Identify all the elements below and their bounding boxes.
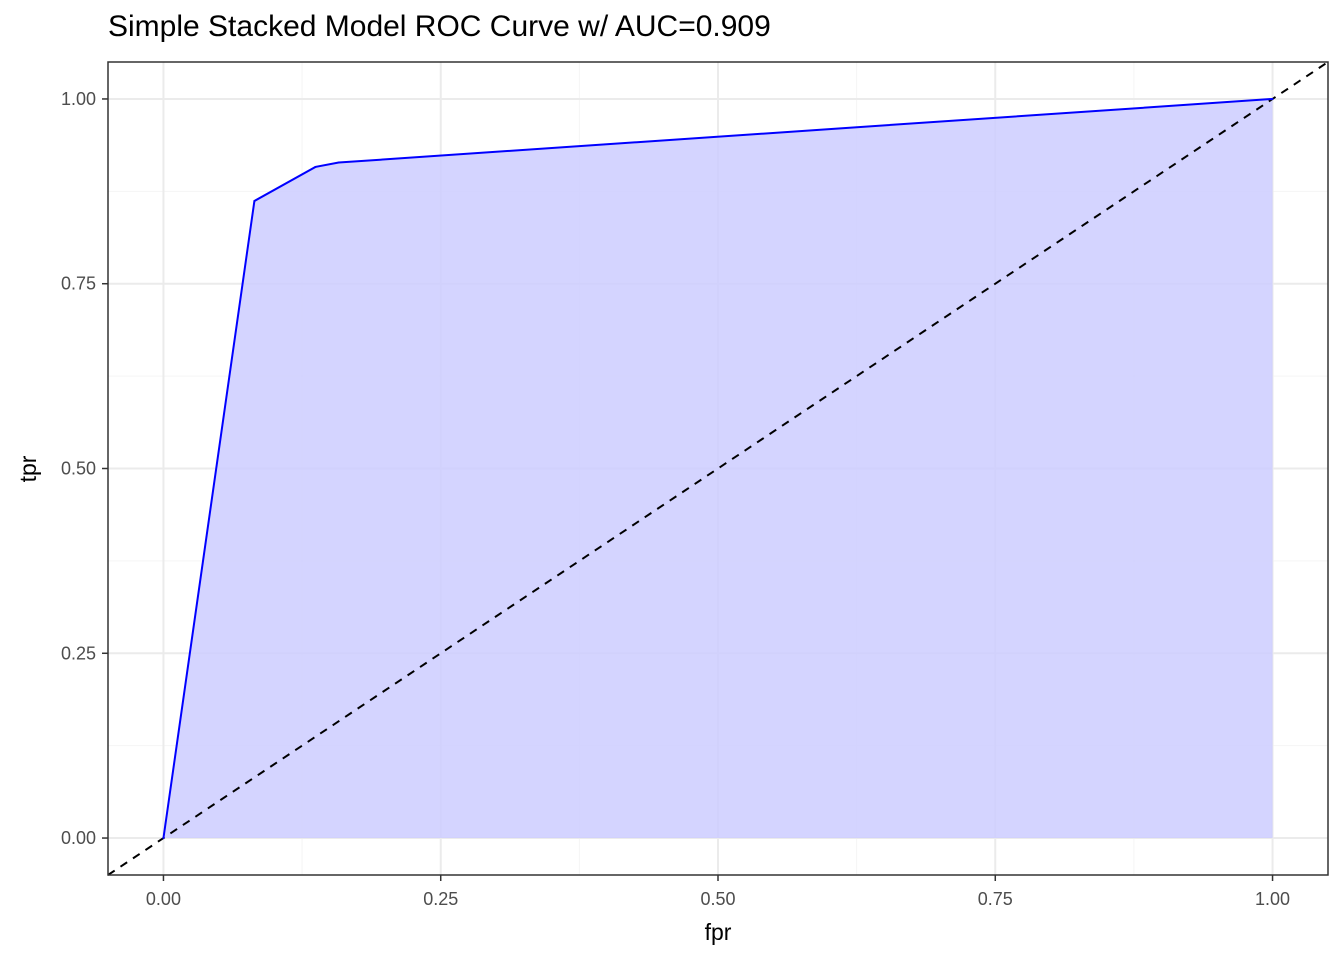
- x-tick-label: 0.25: [423, 889, 458, 909]
- roc-area-fill: [163, 98, 1273, 839]
- x-tick-label: 0.00: [146, 889, 181, 909]
- y-tick-label: 1.00: [61, 89, 96, 109]
- y-axis: 0.00 0.25 0.50 0.75 1.00: [61, 89, 108, 848]
- diagonal-reference-line: [107, 61, 1329, 876]
- x-axis-title: fpr: [705, 919, 732, 945]
- roc-point: [253, 199, 256, 202]
- y-tick-label: 0.00: [61, 828, 96, 848]
- x-tick-label: 1.00: [1255, 889, 1290, 909]
- chart-title: Simple Stacked Model ROC Curve w/ AUC=0.…: [108, 10, 771, 43]
- roc-point: [337, 161, 340, 164]
- x-axis: 0.00 0.25 0.50 0.75 1.00: [146, 875, 1290, 909]
- roc-point: [162, 837, 165, 840]
- x-tick-label: 0.50: [700, 889, 735, 909]
- roc-points: [162, 97, 1274, 840]
- y-tick-label: 0.25: [61, 643, 96, 663]
- roc-point: [314, 165, 317, 168]
- y-tick-label: 0.50: [61, 459, 96, 479]
- roc-point: [1271, 97, 1274, 100]
- y-axis-title: tpr: [15, 455, 41, 482]
- x-tick-label: 0.75: [978, 889, 1013, 909]
- y-tick-label: 0.75: [61, 274, 96, 294]
